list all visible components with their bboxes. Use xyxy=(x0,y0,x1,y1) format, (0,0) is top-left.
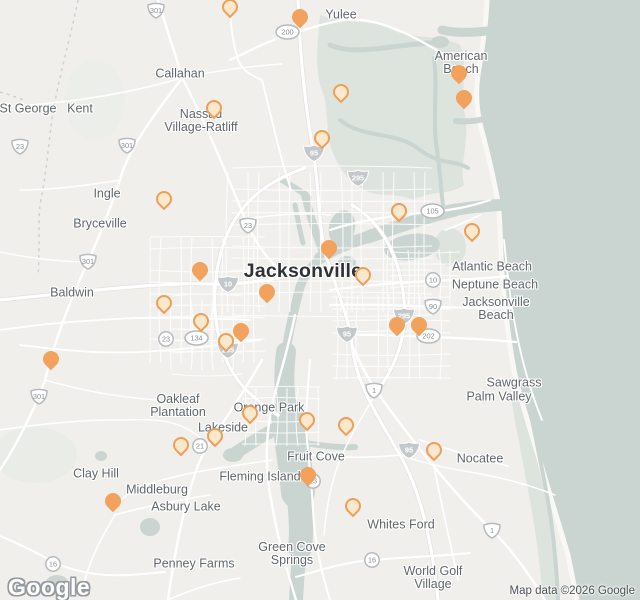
place-label-clay-hill: Clay Hill xyxy=(73,466,119,481)
place-label-baldwin: Baldwin xyxy=(50,285,94,300)
atlantic-ocean xyxy=(476,0,640,600)
place-label-yulee: Yulee xyxy=(325,7,357,22)
svg-text:1: 1 xyxy=(490,526,494,535)
place-label-middleburg: Middleburg xyxy=(126,482,188,497)
svg-text:16: 16 xyxy=(49,560,57,569)
place-label-whites-ford: Whites Ford xyxy=(367,517,435,532)
route-shield-us-23: 23 xyxy=(11,138,29,155)
route-shield-circle-16: 16 xyxy=(45,556,61,572)
svg-text:295: 295 xyxy=(398,312,410,321)
svg-text:105: 105 xyxy=(426,207,438,216)
svg-text:10: 10 xyxy=(429,276,437,285)
svg-text:200: 200 xyxy=(281,28,293,37)
route-shield-circle-21: 21 xyxy=(192,438,208,454)
place-label-kent: Kent xyxy=(67,101,93,116)
route-shield-us-301: 301 xyxy=(118,137,136,154)
place-label-palm-valley: Palm Valley xyxy=(466,389,532,404)
place-label-neptune-beach: Neptune Beach xyxy=(451,277,539,292)
svg-text:134: 134 xyxy=(190,334,202,343)
route-shield-circle-10: 10 xyxy=(425,272,441,288)
place-label-atlantic-beach: Atlantic Beach xyxy=(452,259,532,274)
place-label-bryceville: Bryceville xyxy=(73,216,127,231)
place-label-st-george: St George xyxy=(0,101,57,116)
svg-text:23: 23 xyxy=(162,335,170,344)
route-shield-oval-134: 134 xyxy=(183,330,209,346)
route-shield-oval-200: 200 xyxy=(274,24,300,40)
place-label-world-golf-village: World Golf Village xyxy=(403,563,463,591)
svg-text:90: 90 xyxy=(429,302,437,311)
svg-text:301: 301 xyxy=(82,257,94,266)
route-shield-us-1: 1 xyxy=(483,522,501,539)
place-label-fleming-island: Fleming Island xyxy=(219,469,301,484)
place-label-nocatee: Nocatee xyxy=(456,451,504,466)
place-label-green-cove-springs: Green Cove Springs xyxy=(258,539,326,567)
svg-text:295: 295 xyxy=(352,174,364,183)
svg-text:301: 301 xyxy=(33,392,45,401)
place-label-jacksonville: Jacksonville xyxy=(243,259,363,282)
place-label-fruit-cove: Fruit Cove xyxy=(287,449,345,464)
svg-text:95: 95 xyxy=(343,330,351,339)
route-shield-interstate-10: 10 xyxy=(216,275,240,294)
place-label-nassau-village-ratliff: Nassau Village-Ratliff xyxy=(164,106,238,134)
place-label-lakeside: Lakeside xyxy=(197,420,249,435)
svg-text:202: 202 xyxy=(422,332,434,341)
place-label-asbury-lake: Asbury Lake xyxy=(151,499,221,514)
route-shield-us-301: 301 xyxy=(79,253,97,270)
beach-strip xyxy=(474,0,580,600)
place-label-oakleaf-plantation: Oakleaf Plantation xyxy=(150,391,206,419)
svg-text:23: 23 xyxy=(244,221,252,230)
place-label-sawgrass: Sawgrass xyxy=(486,375,542,390)
route-shield-interstate-295: 295 xyxy=(346,169,370,188)
svg-text:1: 1 xyxy=(372,386,376,395)
route-shield-us-23: 23 xyxy=(239,217,257,234)
place-label-ingle: Ingle xyxy=(93,186,121,201)
route-shield-us-90: 90 xyxy=(424,298,442,315)
place-label-jacksonville-beach: Jacksonville Beach xyxy=(462,294,530,322)
svg-text:21: 21 xyxy=(196,442,204,451)
st-johns-river xyxy=(230,25,560,600)
route-shield-us-301: 301 xyxy=(30,388,48,405)
svg-text:301: 301 xyxy=(121,141,133,150)
svg-text:23: 23 xyxy=(16,142,24,151)
route-shield-interstate-95: 95 xyxy=(397,441,421,460)
map-attribution: Map data ©2026 Google xyxy=(509,585,635,597)
place-label-penney-farms: Penney Farms xyxy=(153,556,235,571)
svg-text:10: 10 xyxy=(224,280,232,289)
county-boundary xyxy=(0,0,79,276)
route-shield-oval-105: 105 xyxy=(419,203,445,219)
route-shield-us-301: 301 xyxy=(147,2,165,19)
svg-text:95: 95 xyxy=(310,149,318,158)
route-shield-circle-16: 16 xyxy=(364,552,380,568)
svg-text:95: 95 xyxy=(405,446,413,455)
svg-text:16: 16 xyxy=(368,556,376,565)
place-label-callahan: Callahan xyxy=(155,66,205,81)
svg-text:301: 301 xyxy=(150,6,162,15)
route-shield-interstate-95: 95 xyxy=(335,325,359,344)
route-shield-circle-23: 23 xyxy=(158,331,174,347)
route-shield-us-1: 1 xyxy=(365,382,383,399)
google-logo[interactable]: Google xyxy=(8,574,91,600)
